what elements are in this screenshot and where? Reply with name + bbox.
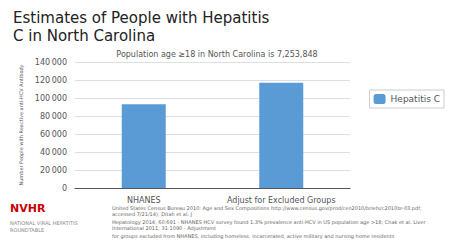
svg-text:NVHR: NVHR <box>10 202 46 215</box>
svg-text:ROUNDTABLE: ROUNDTABLE <box>10 227 44 233</box>
svg-text:C in North Carolina: C in North Carolina <box>13 27 155 45</box>
svg-text:NHANES: NHANES <box>127 196 161 205</box>
svg-text:80 000: 80 000 <box>40 112 67 121</box>
svg-text:Adjust for Excluded Groups: Adjust for Excluded Groups <box>227 196 336 205</box>
svg-text:40 000: 40 000 <box>40 148 67 157</box>
svg-text:Number People with Reactive an: Number People with Reactive anti-HCV Ant… <box>18 64 25 185</box>
svg-text:Hepatology 2014; 60:691 - NHAN: Hepatology 2014; 60:691 - NHANES HCV sur… <box>112 219 427 225</box>
svg-text:Population age ≥18 in North Ca: Population age ≥18 in North Carolina is … <box>116 50 317 59</box>
svg-text:accessed 7/21/14); Ditah et al: accessed 7/21/14); Ditah et al. J <box>112 211 192 217</box>
svg-text:Hepatitis C: Hepatitis C <box>391 94 440 104</box>
svg-text:140 000: 140 000 <box>35 58 67 67</box>
svg-text:120 000: 120 000 <box>35 76 67 85</box>
svg-text:60 000: 60 000 <box>40 130 67 139</box>
svg-text:United States Census Bureau 20: United States Census Bureau 2010: Age an… <box>112 205 424 211</box>
svg-text:for groups excluded from NHANE: for groups excluded from NHANES, includi… <box>112 233 395 240</box>
svg-text:NATIONAL VIRAL HEPATITIS: NATIONAL VIRAL HEPATITIS <box>10 220 78 226</box>
svg-text:20 000: 20 000 <box>40 166 67 175</box>
svg-text:0: 0 <box>62 184 67 193</box>
svg-text:International 2011; 31:1090 -: International 2011; 31:1090 - Adjustment <box>112 225 216 232</box>
svg-text:100 000: 100 000 <box>35 94 67 103</box>
svg-text:Estimates of People with Hepat: Estimates of People with Hepatitis <box>13 9 270 27</box>
